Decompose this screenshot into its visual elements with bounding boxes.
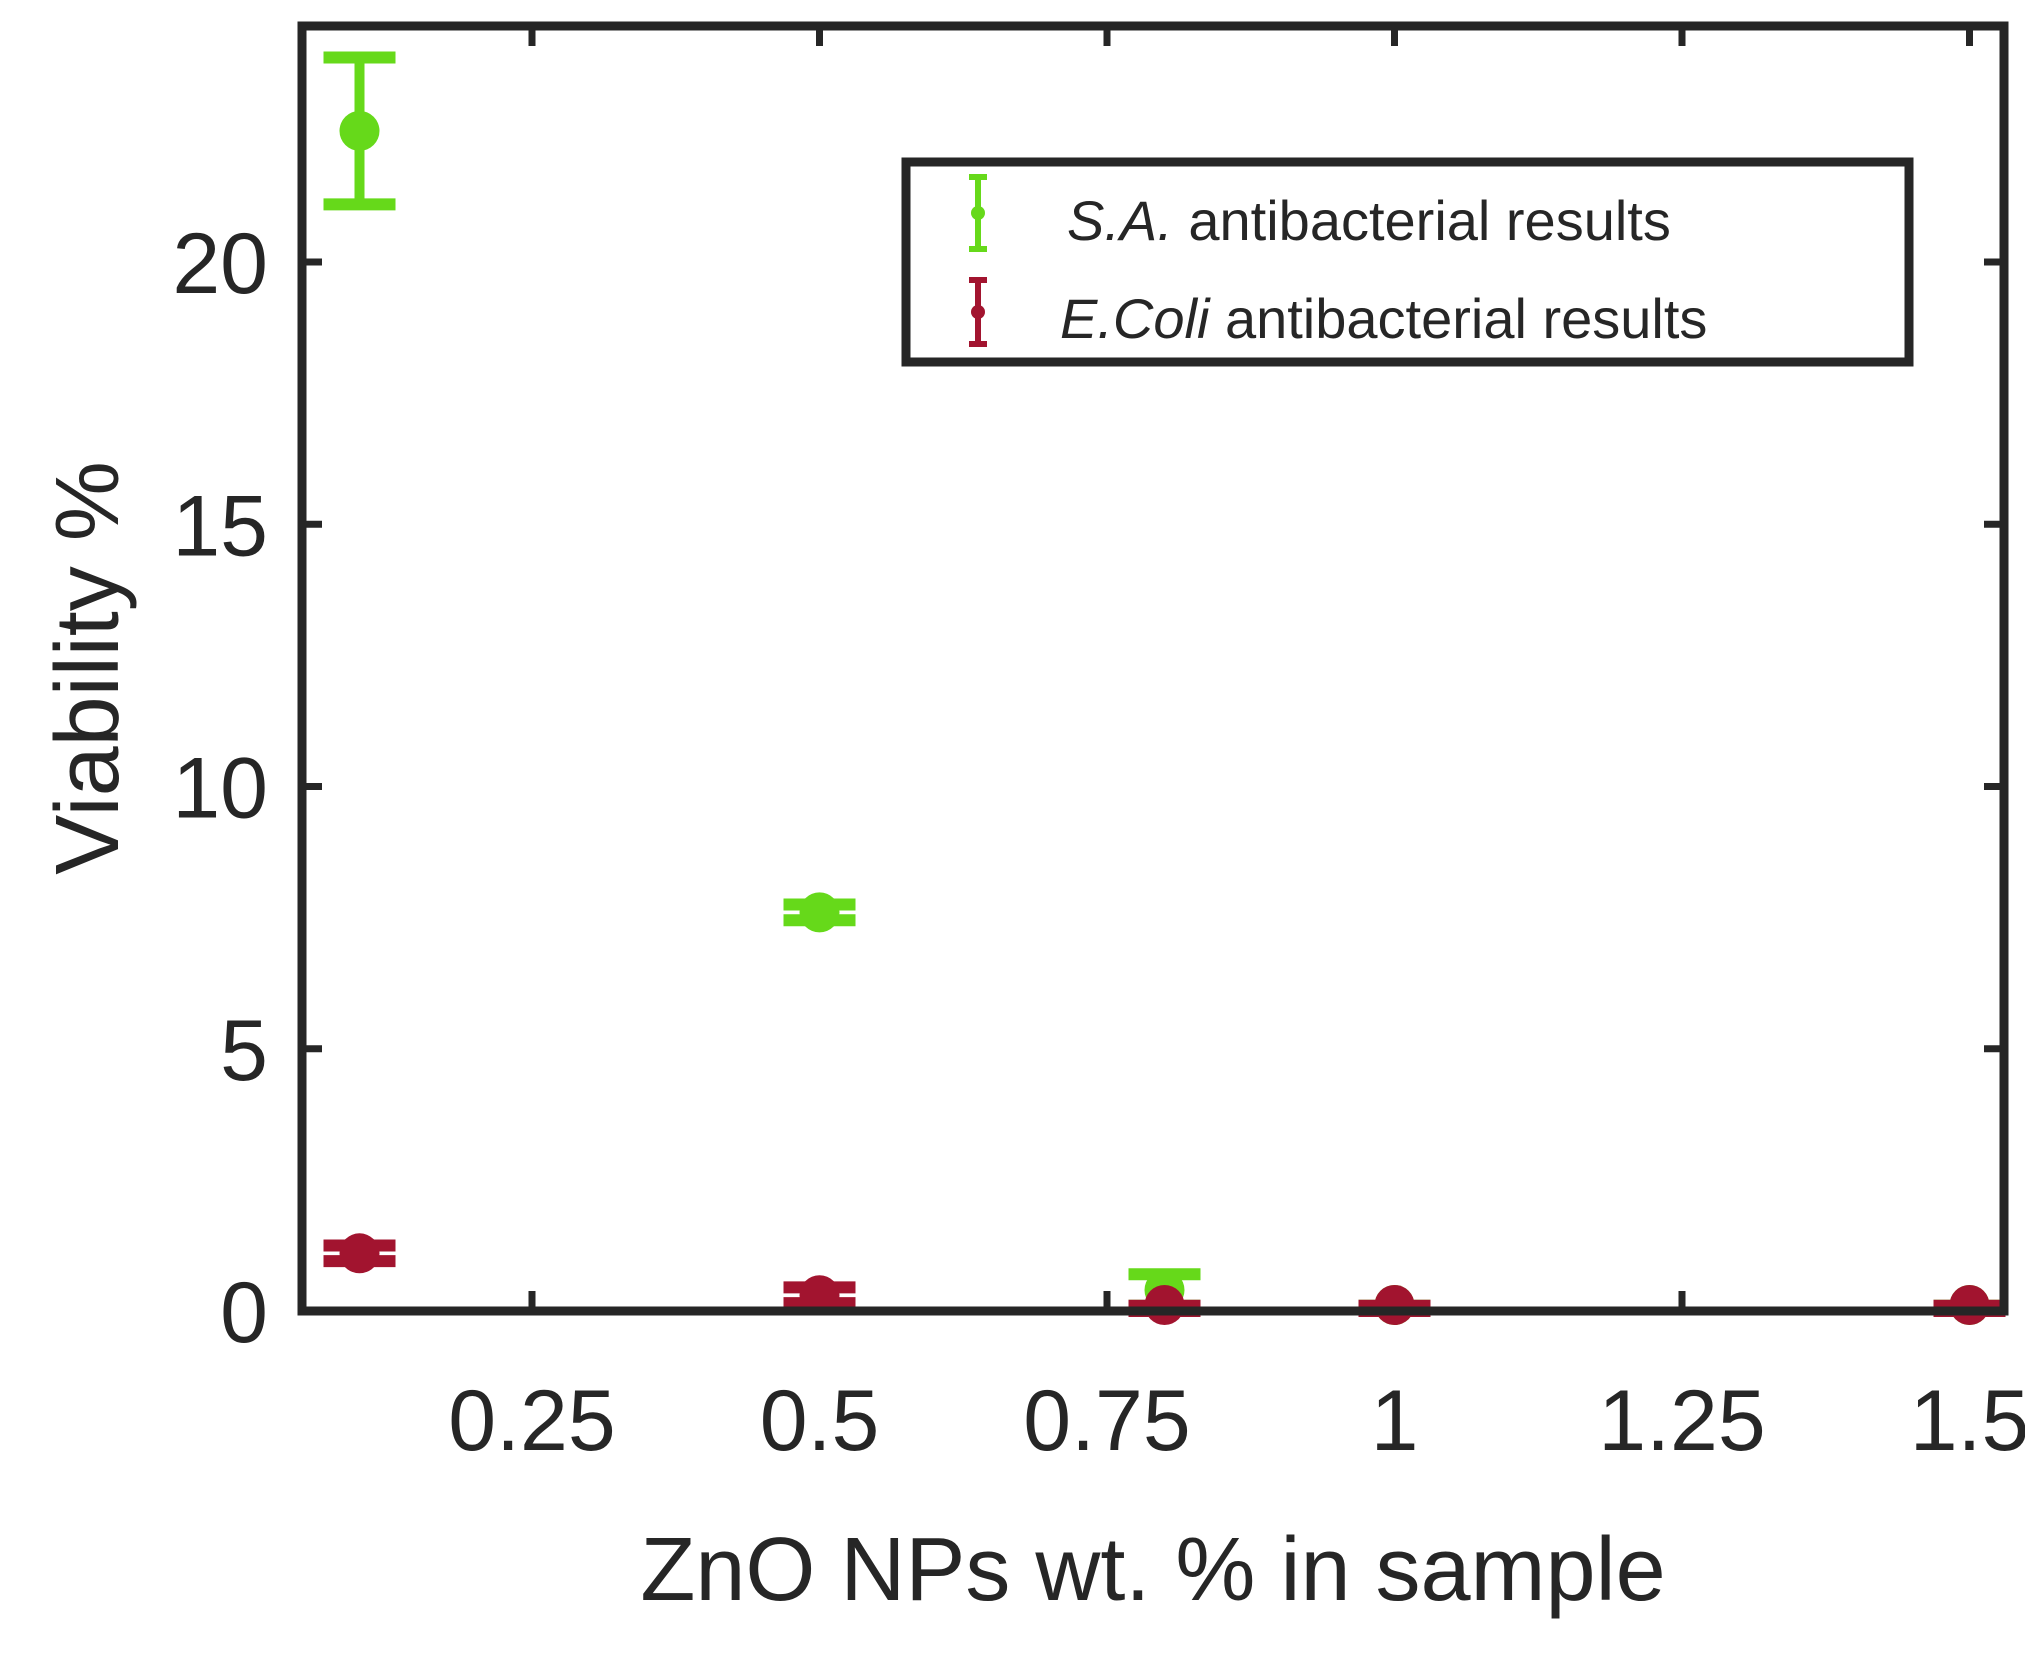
y-tick-label: 5	[220, 1003, 268, 1099]
x-tick-label: 0.5	[760, 1373, 880, 1469]
x-tick-label: 0.25	[448, 1373, 615, 1469]
data-point	[799, 892, 840, 933]
legend-ecoli-label-italic: E.Coli	[1060, 287, 1211, 350]
legend-sa-label-rest: antibacterial results	[1188, 189, 1670, 252]
y-tick-label: 0	[220, 1265, 268, 1361]
data-point	[339, 110, 380, 151]
axis-tick-labels: 0.25 0.5 0.75 1 1.25 1.5 0 5 10 15 20	[172, 216, 2025, 1469]
x-tick-label: 1.25	[1598, 1373, 1765, 1469]
x-tick-label: 1.5	[1910, 1373, 2025, 1469]
data-point	[1949, 1285, 1990, 1325]
legend-ecoli-marker	[971, 305, 985, 319]
x-tick-label: 0.75	[1023, 1373, 1190, 1469]
legend-sa-label: S.A. antibacterial results	[1067, 189, 1671, 252]
legend-entry-ecoli: E.Coli antibacterial results	[969, 277, 1707, 350]
legend-sa-marker	[971, 206, 985, 220]
legend-ecoli-label: E.Coli antibacterial results	[1060, 287, 1707, 350]
data-point	[1144, 1285, 1185, 1325]
legend-entry-sa: S.A. antibacterial results	[969, 174, 1671, 252]
legend: S.A. antibacterial results E.Coli antiba…	[901, 157, 1914, 367]
y-tick-label: 20	[172, 216, 268, 312]
legend-box	[901, 157, 1914, 367]
y-tick-label: 15	[172, 478, 268, 574]
data-point	[1374, 1285, 1415, 1325]
plot-frame	[297, 21, 2009, 1316]
legend-ecoli-label-rest: antibacterial results	[1225, 287, 1707, 350]
y-tick-label: 10	[172, 741, 268, 837]
legend-sa-label-italic: S.A.	[1067, 189, 1173, 252]
data-point	[799, 1275, 840, 1316]
x-axis-label: ZnO NPs wt. % in sample	[640, 1520, 1665, 1620]
y-axis-label: Viability %	[38, 461, 138, 875]
x-tick-label: 1	[1371, 1373, 1419, 1469]
data-point	[339, 1233, 380, 1274]
